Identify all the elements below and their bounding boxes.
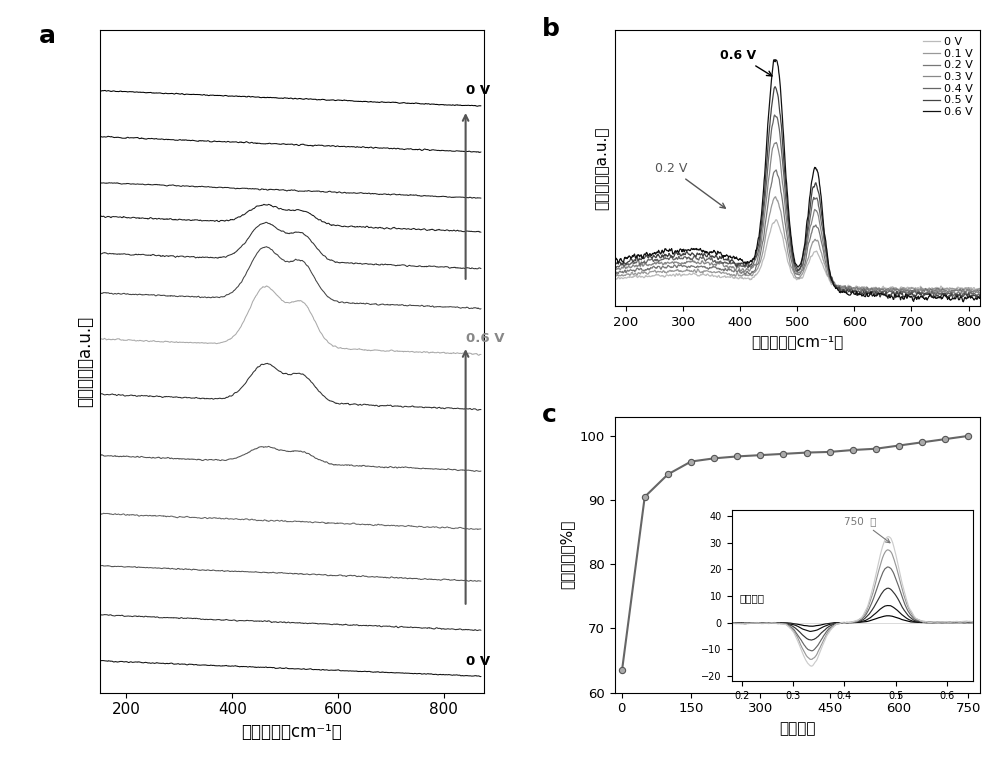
Line: 0.2 V: 0.2 V [615,170,980,293]
0 V [698,270,710,279]
Text: 0.6 V: 0.6 V [720,49,772,76]
0.4 V [894,290,906,299]
Line: 0.3 V: 0.3 V [615,142,980,295]
0 V [974,285,986,295]
0.6 V [974,293,986,302]
Line: 0.4 V: 0.4 V [615,115,980,297]
0.1 V [974,285,986,294]
0 V [609,274,621,283]
0.3 V [974,288,986,298]
0.6 V [768,55,780,64]
0.4 V [956,292,968,301]
0.5 V [724,258,736,267]
0.2 V [939,286,951,295]
0.4 V [609,262,621,271]
Text: 0 V: 0 V [466,84,490,97]
0.4 V [849,287,861,296]
0 V [770,215,782,224]
Y-axis label: 活化程度（%）: 活化程度（%） [559,520,574,589]
0 V [941,285,953,295]
0.1 V [921,286,933,295]
0.6 V [724,251,736,260]
0.4 V [712,257,724,266]
0.2 V [770,165,782,174]
0.5 V [712,254,724,263]
0.3 V [919,291,931,300]
0.6 V [698,247,710,256]
0.3 V [609,265,621,274]
0.2 V [915,288,927,298]
Line: 0.1 V: 0.1 V [615,197,980,291]
0.4 V [938,289,950,298]
0.5 V [769,82,781,91]
Text: 0 V: 0 V [466,655,490,668]
0 V [849,283,861,292]
0.2 V [724,265,736,274]
0.2 V [974,286,986,295]
Text: 0.6 V: 0.6 V [466,332,505,345]
0.4 V [698,254,710,263]
Legend: 0 V, 0.1 V, 0.2 V, 0.3 V, 0.4 V, 0.5 V, 0.6 V: 0 V, 0.1 V, 0.2 V, 0.3 V, 0.4 V, 0.5 V, … [919,33,978,122]
0.5 V [894,289,906,298]
0.1 V [724,270,736,279]
0.3 V [849,285,861,294]
Text: 0.2 V: 0.2 V [655,161,725,209]
0.4 V [769,110,781,119]
0.2 V [849,284,861,293]
0.4 V [974,291,986,300]
Line: 0.6 V: 0.6 V [615,59,980,302]
0.5 V [698,249,710,258]
0.1 V [698,266,710,275]
Line: 0 V: 0 V [615,220,980,290]
X-axis label: 拉曼位移（cm⁻¹）: 拉曼位移（cm⁻¹） [241,723,342,740]
0.4 V [724,259,736,268]
0.3 V [939,287,951,296]
0.6 V [938,291,950,300]
0.6 V [712,247,724,256]
X-axis label: 拉曼位移（cm⁻¹）: 拉曼位移（cm⁻¹） [751,335,843,349]
Text: a: a [39,24,56,48]
0.6 V [849,289,861,298]
0.6 V [894,291,906,301]
0.5 V [938,288,950,298]
0.2 V [712,263,724,272]
Text: c: c [542,403,556,427]
0.1 V [712,267,724,276]
0.1 V [939,285,951,294]
0.5 V [948,295,960,304]
0.6 V [957,298,969,307]
0.3 V [894,288,906,297]
0.3 V [724,262,736,271]
0.5 V [609,257,621,266]
0 V [724,273,736,282]
0 V [894,285,906,294]
0.2 V [609,268,621,277]
0.1 V [770,193,782,202]
0.2 V [894,286,906,295]
0.1 V [894,285,906,295]
Y-axis label: 相对强度（a.u.）: 相对强度（a.u.） [594,126,609,210]
0.5 V [974,291,986,301]
0 V [712,272,724,282]
X-axis label: 循环圈数: 循环圈数 [779,721,816,736]
0.3 V [698,259,710,268]
Line: 0.5 V: 0.5 V [615,87,980,299]
0.3 V [712,259,724,268]
0.2 V [698,262,710,271]
0.1 V [849,283,861,292]
Y-axis label: 相对强度（a.u.）: 相对强度（a.u.） [76,316,94,407]
0.5 V [849,286,861,295]
0.3 V [770,138,782,147]
0.1 V [609,270,621,279]
0 V [938,285,950,294]
Text: b: b [542,17,559,40]
0.6 V [609,256,621,266]
